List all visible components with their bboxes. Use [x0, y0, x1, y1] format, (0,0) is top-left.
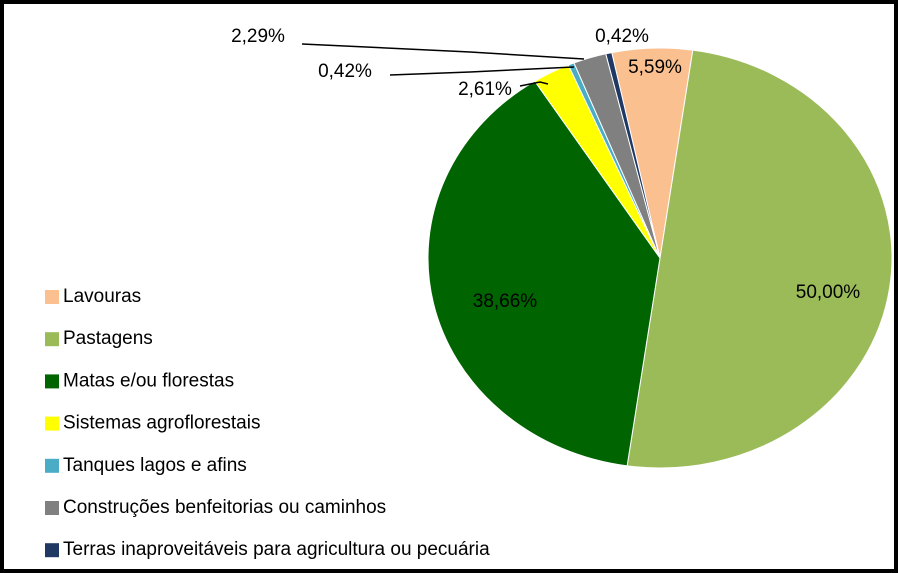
leader-line — [519, 81, 549, 87]
pie-slice — [626, 49, 893, 469]
data-label: 38,66% — [473, 291, 538, 312]
legend-swatch — [45, 458, 59, 473]
legend-label: Terras inaproveitáveis para agricultura … — [63, 539, 490, 560]
legend-label: Tanques lagos e afins — [63, 455, 247, 476]
legend-swatch — [45, 501, 59, 515]
data-label: 0,42% — [318, 61, 372, 82]
legend-swatch — [45, 416, 59, 431]
legend-label: Pastagens — [63, 328, 153, 349]
leader-line — [301, 43, 585, 60]
legend-label: Construções benfeitorias ou caminhos — [63, 497, 386, 518]
leader-line — [389, 66, 575, 76]
pie-slice — [605, 52, 661, 259]
legend-swatch — [45, 374, 59, 389]
legend-swatch — [45, 290, 59, 304]
data-label: 50,00% — [796, 282, 861, 303]
legend-swatch — [45, 543, 59, 558]
data-label: 2,61% — [458, 79, 512, 100]
pie-slice — [427, 80, 661, 467]
data-label: 2,29% — [231, 26, 285, 47]
legend-label: Matas e/ou florestas — [63, 370, 234, 391]
legend-label: Sistemas agroflorestais — [63, 413, 260, 434]
legend-label: Lavouras — [63, 286, 141, 307]
legend-swatch — [45, 332, 59, 347]
data-label: 5,59% — [628, 57, 682, 78]
data-label: 0,42% — [595, 26, 649, 47]
